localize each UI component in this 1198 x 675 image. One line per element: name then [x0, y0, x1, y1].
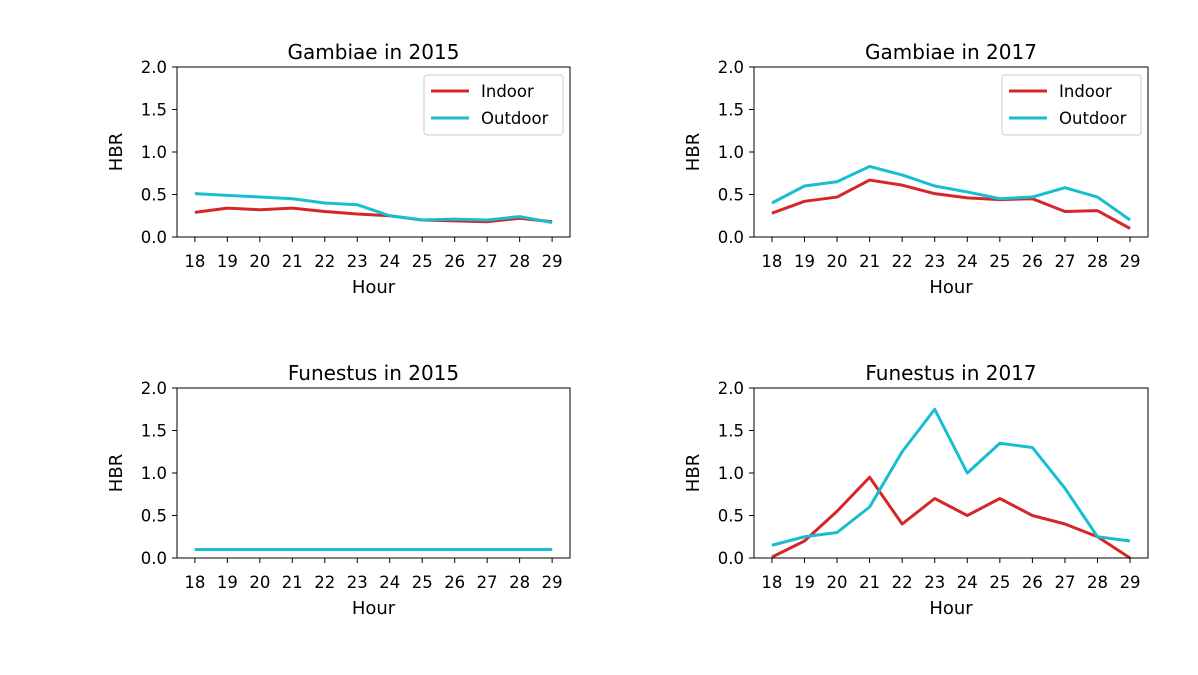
x-tick-label: 22	[314, 252, 335, 271]
x-tick-label: 26	[1022, 573, 1043, 592]
x-tick-label: 27	[477, 252, 498, 271]
series-line-outdoor	[194, 192, 553, 225]
x-tick-label: 27	[1054, 252, 1075, 271]
y-tick-label: 0.0	[141, 228, 167, 247]
x-tick-label: 25	[412, 573, 433, 592]
x-tick-label: 22	[892, 252, 913, 271]
x-axis-label: Hour	[929, 277, 973, 298]
x-tick-label: 25	[989, 573, 1010, 592]
legend-label-outdoor: Outdoor	[481, 109, 549, 128]
x-tick-label: 18	[184, 252, 205, 271]
y-tick-label: 1.0	[718, 143, 744, 162]
x-tick-label: 22	[892, 573, 913, 592]
chart-panel-3: 18 19 20 21 22 23 24 25 26 27 28 29 0.0 0.5 1.0 1.5 2.0 F…	[106, 361, 571, 619]
chart-panel-4: 18 19 20 21 22 23 24 25 26 27 28 29 0.0 0.5 1.0 1.5 2.0 F…	[683, 361, 1149, 619]
legend-label-outdoor: Outdoor	[1059, 109, 1127, 128]
axes-frame	[176, 387, 571, 559]
y-tick-label: 1.5	[718, 101, 744, 120]
chart-title: Gambiae in 2015	[288, 40, 460, 64]
x-tick-label: 18	[761, 252, 782, 271]
chart-title: Funestus in 2015	[288, 361, 459, 385]
y-axis-label: HBR	[106, 454, 127, 492]
series-line-series-2	[771, 407, 1131, 547]
y-tick-label: 1.5	[141, 101, 167, 120]
y-tick-label: 2.0	[141, 379, 167, 398]
chart-panel-2: 18 19 20 21 22 23 24 25 26 27 28 29 0.0 0.5 1.0 1.5 2.0 G…	[683, 40, 1149, 298]
x-tick-label: 26	[444, 573, 465, 592]
x-tick-label: 27	[477, 573, 498, 592]
x-tick-label: 18	[184, 573, 205, 592]
x-tick-label: 19	[217, 252, 238, 271]
y-tick-label: 0.5	[141, 507, 167, 526]
legend-label-indoor: Indoor	[1059, 82, 1112, 101]
legend: Indoor Outdoor	[1001, 74, 1142, 136]
x-tick-label: 27	[1054, 573, 1075, 592]
x-axis-label: Hour	[352, 277, 396, 298]
x-tick-label: 24	[379, 573, 400, 592]
y-tick-label: 1.5	[718, 422, 744, 441]
y-tick-label: 0.5	[718, 186, 744, 205]
x-tick-label: 29	[542, 573, 563, 592]
x-tick-label: 20	[827, 252, 848, 271]
y-axis-label: HBR	[106, 133, 127, 171]
y-tick-label: 0.5	[141, 186, 167, 205]
series-line-indoor	[194, 206, 553, 224]
y-tick-label: 0.0	[718, 228, 744, 247]
chart-panel-1: 18 19 20 21 22 23 24 25 26 27 28 29 0.0 0.5 1.0 1.5 2.0 G…	[106, 40, 571, 298]
x-axis-label: Hour	[352, 598, 396, 619]
chart-title: Gambiae in 2017	[865, 40, 1037, 64]
y-tick-label: 2.0	[141, 58, 167, 77]
x-tick-label: 28	[509, 573, 530, 592]
y-axis-label: HBR	[683, 133, 704, 171]
legend: Indoor Outdoor	[423, 74, 564, 136]
chart-title: Funestus in 2017	[865, 361, 1036, 385]
x-axis-label: Hour	[929, 598, 973, 619]
x-tick-label: 26	[444, 252, 465, 271]
x-tick-label: 23	[924, 573, 945, 592]
y-tick-label: 1.0	[141, 143, 167, 162]
y-tick-label: 0.5	[718, 507, 744, 526]
series-line-outdoor	[771, 164, 1131, 222]
x-tick-label: 19	[794, 573, 815, 592]
x-tick-label: 29	[542, 252, 563, 271]
y-tick-label: 2.0	[718, 379, 744, 398]
y-tick-label: 0.0	[718, 549, 744, 568]
x-tick-label: 21	[859, 573, 880, 592]
x-tick-label: 24	[957, 252, 978, 271]
series-line-indoor	[771, 178, 1131, 230]
x-tick-label: 28	[1087, 573, 1108, 592]
y-tick-label: 1.0	[718, 464, 744, 483]
series-line-series-1	[771, 475, 1131, 560]
x-tick-label: 21	[859, 252, 880, 271]
y-tick-label: 0.0	[141, 549, 167, 568]
x-tick-label: 18	[761, 573, 782, 592]
x-tick-label: 26	[1022, 252, 1043, 271]
legend-label-indoor: Indoor	[481, 82, 534, 101]
x-tick-label: 23	[347, 252, 368, 271]
x-tick-label: 29	[1120, 252, 1141, 271]
x-tick-label: 21	[282, 252, 303, 271]
x-tick-label: 23	[924, 252, 945, 271]
x-tick-label: 22	[314, 573, 335, 592]
x-tick-label: 29	[1120, 573, 1141, 592]
x-tick-label: 20	[827, 573, 848, 592]
x-tick-label: 25	[989, 252, 1010, 271]
x-tick-label: 19	[217, 573, 238, 592]
x-tick-label: 24	[379, 252, 400, 271]
x-tick-label: 20	[249, 573, 270, 592]
x-tick-label: 28	[509, 252, 530, 271]
y-tick-label: 1.5	[141, 422, 167, 441]
y-axis-label: HBR	[683, 454, 704, 492]
x-tick-label: 19	[794, 252, 815, 271]
x-tick-label: 23	[347, 573, 368, 592]
y-tick-label: 1.0	[141, 464, 167, 483]
y-tick-label: 2.0	[718, 58, 744, 77]
x-tick-label: 20	[249, 252, 270, 271]
x-tick-label: 21	[282, 573, 303, 592]
x-tick-label: 24	[957, 573, 978, 592]
x-tick-label: 28	[1087, 252, 1108, 271]
x-tick-label: 25	[412, 252, 433, 271]
